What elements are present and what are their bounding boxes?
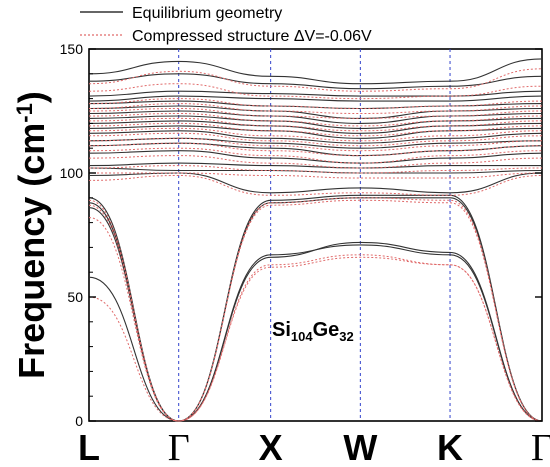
x-tick-label-2: X	[259, 427, 283, 467]
compressed-band-2	[88, 199, 543, 422]
high-symmetry-lines	[178, 49, 451, 421]
compressed-band-15	[88, 112, 543, 127]
y-axis-label-close: )	[11, 91, 52, 103]
plot-frame	[88, 48, 543, 422]
legend-label-equilibrium: Equilibrium geometry	[132, 5, 282, 22]
compressed-band-16	[88, 107, 543, 119]
equilibrium-band-19	[88, 73, 543, 90]
legend: Equilibrium geometry Compressed structur…	[80, 5, 372, 45]
y-tick-label-1: 50	[67, 289, 83, 305]
equilibrium-band-5	[88, 167, 543, 174]
compressed-band-9	[88, 142, 543, 157]
equilibrium-band-15	[88, 105, 543, 119]
compressed-band-13	[88, 122, 543, 137]
compressed-band-7	[88, 155, 543, 169]
legend-label-compressed: Compressed structure ΔV=-0.06V	[132, 28, 372, 45]
annotation-ge-sub: 32	[339, 329, 353, 344]
equilibrium-band-6	[88, 162, 542, 169]
y-axis-ticks: 0 50 100 150	[60, 41, 542, 429]
compressed-band-4	[88, 174, 543, 196]
compressed-band-8	[88, 147, 543, 164]
compressed-band-12	[88, 127, 543, 142]
x-tick-label-1: Γ	[168, 427, 190, 467]
x-tick-label-4: K	[437, 427, 463, 467]
y-axis-label-sup: -1	[12, 103, 37, 123]
compressed-band-18	[88, 98, 543, 110]
y-axis-label-main: Frequency (cm	[11, 123, 52, 379]
equilibrium-band-20	[88, 58, 543, 85]
band-lines	[88, 58, 543, 422]
y-axis-label: Frequency (cm-1)	[11, 91, 52, 379]
composition-annotation: Si104Ge32	[272, 319, 354, 344]
compressed-band-11	[88, 132, 543, 147]
equilibrium-band-11	[88, 125, 543, 139]
equilibrium-band-16	[88, 100, 543, 110]
compressed-band-19	[88, 83, 543, 100]
equilibrium-band-1	[88, 207, 543, 422]
equilibrium-band-18	[88, 90, 543, 97]
equilibrium-band-12	[88, 120, 543, 134]
y-tick-label-3: 150	[60, 41, 84, 57]
compressed-band-5	[89, 172, 543, 179]
annotation-ge: Ge	[313, 319, 340, 341]
compressed-band-3	[88, 197, 543, 422]
equilibrium-band-0	[88, 241, 543, 422]
equilibrium-band-10	[88, 130, 543, 144]
equilibrium-band-2	[88, 197, 543, 422]
compressed-band-20	[88, 68, 543, 92]
equilibrium-band-7	[88, 150, 543, 164]
x-tick-label-0: L	[78, 427, 100, 467]
compressed-band-14	[88, 117, 543, 132]
y-tick-label-2: 100	[60, 165, 84, 181]
x-tick-label-3: W	[343, 427, 377, 467]
x-tick-label-5: Γ	[531, 427, 550, 467]
equilibrium-band-13	[88, 115, 543, 129]
annotation-si-sub: 104	[291, 329, 313, 344]
annotation-si: Si	[272, 319, 291, 341]
compressed-band-10	[88, 137, 543, 152]
equilibrium-band-17	[88, 95, 543, 102]
compressed-band-0	[88, 256, 543, 422]
compressed-band-6	[88, 165, 543, 174]
y-tick-label-0: 0	[75, 413, 83, 429]
compressed-band-17	[88, 103, 543, 115]
